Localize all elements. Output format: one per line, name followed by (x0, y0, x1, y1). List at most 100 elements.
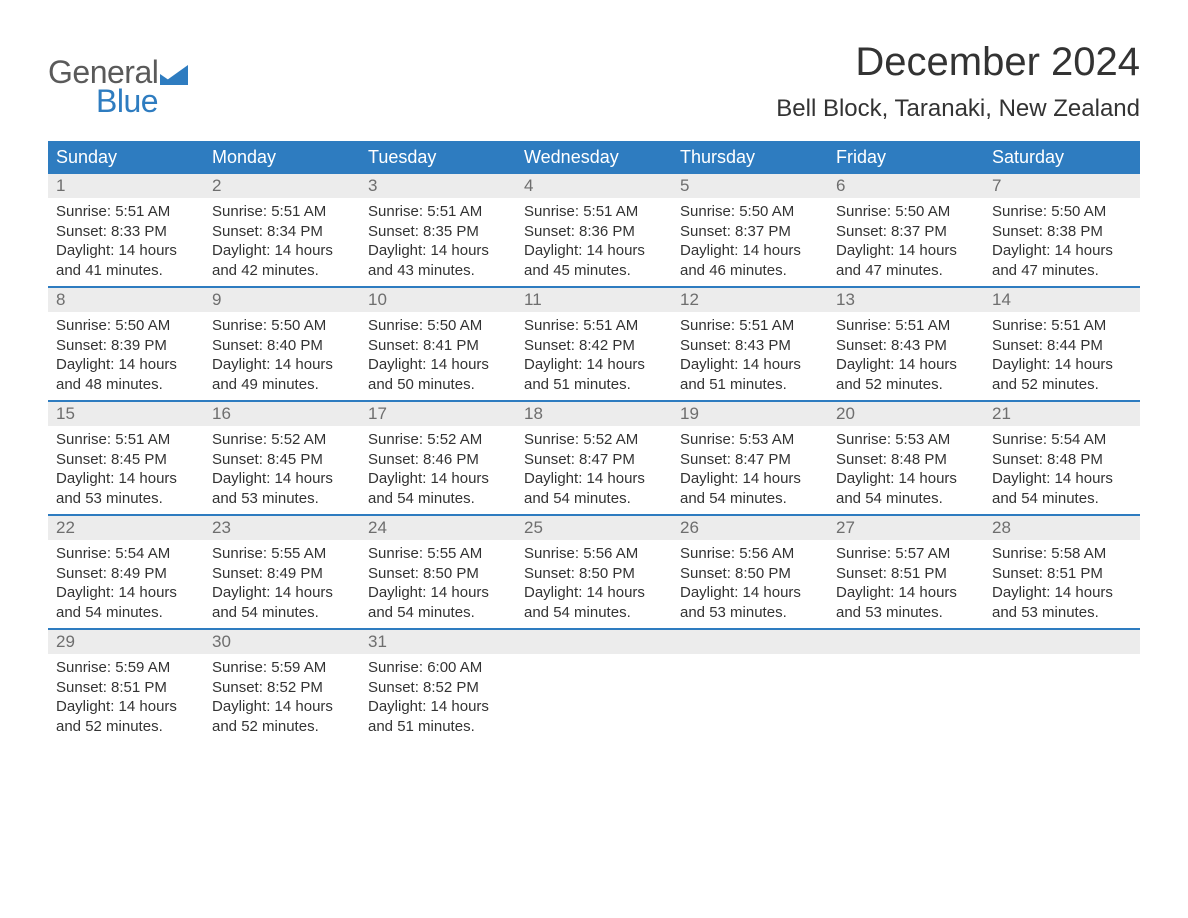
daynum-strip: 22232425262728 (48, 516, 1140, 540)
daylight-text: and 54 minutes. (680, 489, 820, 509)
sunrise-text: Sunrise: 5:57 AM (836, 544, 976, 564)
sunset-text: Sunset: 8:35 PM (368, 222, 508, 242)
sunrise-text: Sunrise: 5:56 AM (680, 544, 820, 564)
day-number: 20 (828, 402, 984, 426)
daylight-text: Daylight: 14 hours (836, 583, 976, 603)
header: General Blue December 2024 Bell Block, T… (48, 40, 1140, 123)
day-number: 17 (360, 402, 516, 426)
daylight-text: Daylight: 14 hours (992, 241, 1132, 261)
daylight-text: and 54 minutes. (368, 489, 508, 509)
sunrise-text: Sunrise: 5:55 AM (368, 544, 508, 564)
daylight-text: Daylight: 14 hours (212, 583, 352, 603)
daylight-text: and 53 minutes. (680, 603, 820, 623)
daylight-text: Daylight: 14 hours (524, 241, 664, 261)
day-number: 16 (204, 402, 360, 426)
flag-icon (160, 65, 188, 85)
day-cell: Sunrise: 5:58 AMSunset: 8:51 PMDaylight:… (984, 540, 1140, 628)
day-number: 10 (360, 288, 516, 312)
daylight-text: Daylight: 14 hours (56, 355, 196, 375)
daylight-text: Daylight: 14 hours (836, 355, 976, 375)
sunrise-text: Sunrise: 5:50 AM (56, 316, 196, 336)
logo: General Blue (48, 54, 188, 120)
daylight-text: Daylight: 14 hours (680, 469, 820, 489)
calendar-week: 891011121314Sunrise: 5:50 AMSunset: 8:39… (48, 286, 1140, 400)
day-bodies-row: Sunrise: 5:51 AM Sunset: 8:33 PM Daylight:… (48, 198, 1140, 286)
daylight-text: Daylight: 14 hours (368, 697, 508, 717)
daylight-text: Daylight: 14 hours (524, 469, 664, 489)
day-number: 13 (828, 288, 984, 312)
day-cell: Sunrise: 5:50 AMSunset: 8:41 PMDaylight:… (360, 312, 516, 400)
sunrise-text: Sunrise: 5:51 AM (56, 430, 196, 450)
sunrise-text: Sunrise: 5:54 AM (992, 430, 1132, 450)
day-cell: Sunrise: 6:00 AMSunset: 8:52 PMDaylight:… (360, 654, 516, 742)
daylight-text: and 46 minutes. (680, 261, 820, 281)
daylight-text: and 53 minutes. (56, 489, 196, 509)
daylight-text: and 54 minutes. (368, 603, 508, 623)
day-cell: Sunrise: 5:59 AMSunset: 8:52 PMDaylight:… (204, 654, 360, 742)
sunrise-text: Sunrise: 5:55 AM (212, 544, 352, 564)
daylight-text: Daylight: 14 hours (368, 583, 508, 603)
sunset-text: Sunset: 8:45 PM (56, 450, 196, 470)
daylight-text: Daylight: 14 hours (368, 355, 508, 375)
day-number: 1 (48, 174, 204, 198)
sunset-text: Sunset: 8:36 PM (524, 222, 664, 242)
sunrise-text: Sunrise: 5:56 AM (524, 544, 664, 564)
daylight-text: and 52 minutes. (56, 717, 196, 737)
sunset-text: Sunset: 8:48 PM (992, 450, 1132, 470)
sunset-text: Sunset: 8:51 PM (56, 678, 196, 698)
day-number: 8 (48, 288, 204, 312)
sunrise-text: Sunrise: 5:53 AM (680, 430, 820, 450)
sunset-text: Sunset: 8:45 PM (212, 450, 352, 470)
daylight-text: and 53 minutes. (212, 489, 352, 509)
day-cell: Sunrise: 5:50 AMSunset: 8:37 PMDaylight:… (672, 198, 828, 286)
daylight-text: Daylight: 14 hours (56, 469, 196, 489)
daylight-text: Daylight: 14 hours (524, 355, 664, 375)
day-number: 14 (984, 288, 1140, 312)
calendar-week: 15161718192021Sunrise: 5:51 AMSunset: 8:… (48, 400, 1140, 514)
sunset-text: Sunset: 8:49 PM (56, 564, 196, 584)
sunrise-text: Sunrise: 5:51 AM (992, 316, 1132, 336)
sunset-text: Sunset: 8:40 PM (212, 336, 352, 356)
daynum-strip: 1234567 (48, 174, 1140, 198)
daylight-text: Daylight: 14 hours (524, 583, 664, 603)
sunset-text: Sunset: 8:41 PM (368, 336, 508, 356)
sunset-text: Sunset: 8:33 PM (56, 222, 196, 242)
daylight-text: Daylight: 14 hours (680, 583, 820, 603)
sunset-text: Sunset: 8:50 PM (680, 564, 820, 584)
sunset-text: Sunset: 8:37 PM (836, 222, 976, 242)
title-block: December 2024 Bell Block, Taranaki, New … (776, 40, 1140, 123)
day-cell: Sunrise: 5:59 AMSunset: 8:51 PMDaylight:… (48, 654, 204, 742)
sunrise-text: Sunrise: 5:51 AM (524, 316, 664, 336)
calendar: Sunday Monday Tuesday Wednesday Thursday… (48, 141, 1140, 742)
daylight-text: Daylight: 14 hours (212, 355, 352, 375)
day-cell: Sunrise: 5:55 AMSunset: 8:50 PMDaylight:… (360, 540, 516, 628)
weekday-header: Sunday (48, 141, 204, 174)
day-cell: Sunrise: 5:53 AMSunset: 8:48 PMDaylight:… (828, 426, 984, 514)
daylight-text: and 41 minutes. (56, 261, 196, 281)
sunrise-text: Sunrise: 5:52 AM (212, 430, 352, 450)
daylight-text: and 54 minutes. (992, 489, 1132, 509)
weekday-header: Tuesday (360, 141, 516, 174)
page-title: December 2024 (776, 40, 1140, 85)
day-cell: Sunrise: 5:51 AMSunset: 8:45 PMDaylight:… (48, 426, 204, 514)
day-number: 7 (984, 174, 1140, 198)
day-bodies-row: Sunrise: 5:54 AMSunset: 8:49 PMDaylight:… (48, 540, 1140, 628)
day-cell: Sunrise: 5:56 AMSunset: 8:50 PMDaylight:… (672, 540, 828, 628)
daylight-text: Daylight: 14 hours (368, 241, 508, 261)
day-number: 4 (516, 174, 672, 198)
weekday-header: Saturday (984, 141, 1140, 174)
sunrise-text: Sunrise: 5:52 AM (368, 430, 508, 450)
weekday-header: Friday (828, 141, 984, 174)
day-cell: Sunrise: 5:56 AMSunset: 8:50 PMDaylight:… (516, 540, 672, 628)
daylight-text: Daylight: 14 hours (56, 697, 196, 717)
sunset-text: Sunset: 8:47 PM (524, 450, 664, 470)
day-cell: Sunrise: 5:51 AMSunset: 8:33 PMDaylight:… (48, 198, 204, 286)
daylight-text: and 47 minutes. (836, 261, 976, 281)
daylight-text: and 48 minutes. (56, 375, 196, 395)
day-number: 25 (516, 516, 672, 540)
daylight-text: and 54 minutes. (56, 603, 196, 623)
day-cell: Sunrise: 5:55 AMSunset: 8:49 PMDaylight:… (204, 540, 360, 628)
sunrise-text: Sunrise: 5:51 AM (368, 202, 508, 222)
sunset-text: Sunset: 8:38 PM (992, 222, 1132, 242)
day-cell: Sunrise: 5:54 AMSunset: 8:48 PMDaylight:… (984, 426, 1140, 514)
